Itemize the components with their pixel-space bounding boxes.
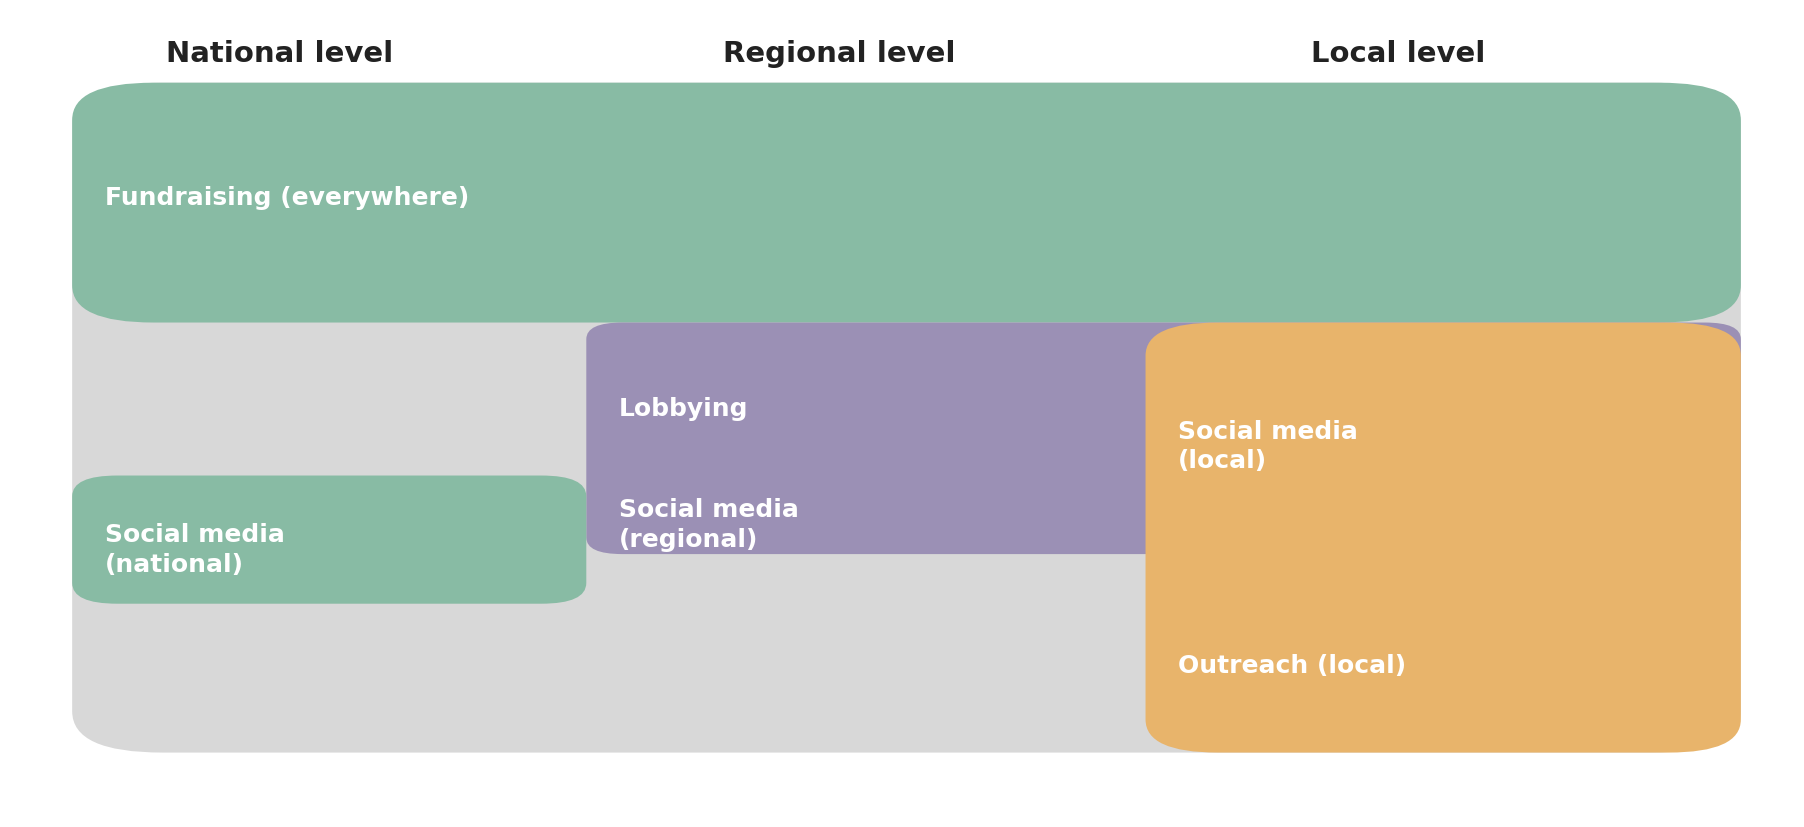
FancyBboxPatch shape	[72, 476, 586, 604]
Text: Social media
(local): Social media (local)	[1178, 420, 1358, 473]
Text: Social media
(regional): Social media (regional)	[619, 499, 799, 552]
Text: National level: National level	[166, 40, 393, 68]
FancyBboxPatch shape	[586, 323, 1741, 554]
Text: Social media
(national): Social media (national)	[105, 523, 285, 576]
Text: Lobbying: Lobbying	[619, 397, 749, 422]
FancyBboxPatch shape	[72, 83, 1741, 753]
FancyBboxPatch shape	[72, 83, 1741, 323]
FancyBboxPatch shape	[1146, 323, 1741, 753]
Text: Regional level: Regional level	[723, 40, 954, 68]
Text: Outreach (local): Outreach (local)	[1178, 653, 1405, 678]
Text: Fundraising (everywhere): Fundraising (everywhere)	[105, 186, 469, 211]
Text: Local level: Local level	[1312, 40, 1485, 68]
